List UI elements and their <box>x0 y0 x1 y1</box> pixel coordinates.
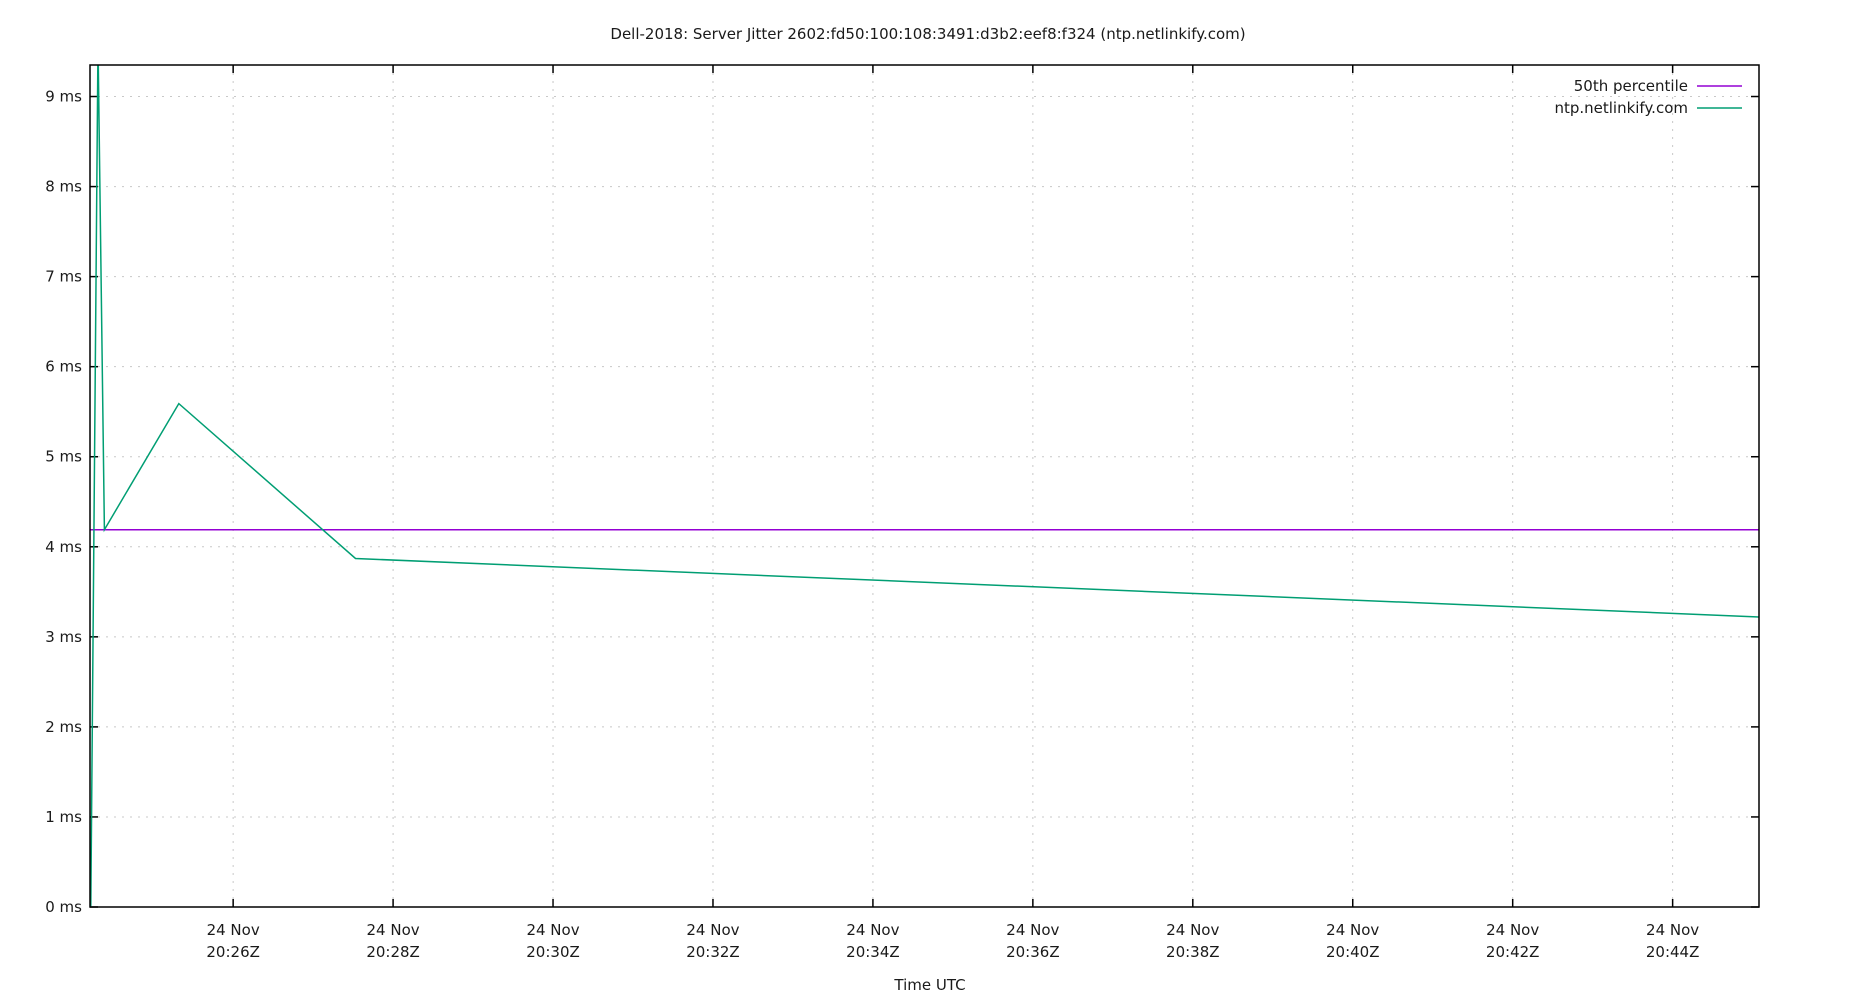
x-tick-label-date: 24 Nov <box>846 921 899 939</box>
x-axis-label: Time UTC <box>893 976 965 994</box>
y-tick-label: 1 ms <box>45 808 82 826</box>
y-tick-label: 8 ms <box>45 178 82 196</box>
x-tick-label-date: 24 Nov <box>1486 921 1539 939</box>
grid-lines <box>90 65 1759 907</box>
y-axis: 0 ms 1 ms 2 ms 3 ms 4 ms 5 ms 6 ms 7 ms 8 ms 9 ms <box>45 88 1759 916</box>
x-tick-label-date: 24 Nov <box>526 921 579 939</box>
x-tick-label-date: 24 Nov <box>1166 921 1219 939</box>
y-tick-label: 5 ms <box>45 448 82 466</box>
y-tick-label: 6 ms <box>45 358 82 376</box>
y-tick-label: 7 ms <box>45 268 82 286</box>
y-tick-label: 3 ms <box>45 628 82 646</box>
plot-series <box>90 65 1759 907</box>
x-tick-label-date: 24 Nov <box>686 921 739 939</box>
x-tick-label-time: 20:32Z <box>686 943 740 961</box>
x-tick-label-time: 20:40Z <box>1326 943 1380 961</box>
x-tick-label-date: 24 Nov <box>1646 921 1699 939</box>
x-tick-label-time: 20:44Z <box>1646 943 1700 961</box>
y-tick-label: 4 ms <box>45 538 82 556</box>
x-tick-label-date: 24 Nov <box>367 921 420 939</box>
x-tick-label-time: 20:38Z <box>1166 943 1220 961</box>
y-tick-label: 2 ms <box>45 718 82 736</box>
legend: 50th percentile ntp.netlinkify.com <box>1554 77 1742 117</box>
x-tick-label-time: 20:34Z <box>846 943 900 961</box>
x-tick-label-time: 20:26Z <box>206 943 260 961</box>
x-tick-label-date: 24 Nov <box>207 921 260 939</box>
x-tick-label-time: 20:28Z <box>366 943 420 961</box>
legend-label: 50th percentile <box>1574 77 1688 95</box>
chart-title: Dell-2018: Server Jitter 2602:fd50:100:1… <box>610 25 1245 43</box>
x-tick-label-time: 20:36Z <box>1006 943 1060 961</box>
y-tick-label: 0 ms <box>45 898 82 916</box>
x-tick-label-time: 20:42Z <box>1486 943 1540 961</box>
x-tick-label-date: 24 Nov <box>1326 921 1379 939</box>
plot-border <box>89 64 1760 908</box>
y-tick-label: 9 ms <box>45 88 82 106</box>
x-axis: 24 Nov 20:26Z 24 Nov 20:28Z 24 Nov 20:30Z 24 N… <box>206 65 1699 961</box>
series-line-1 <box>90 65 1759 907</box>
legend-label: ntp.netlinkify.com <box>1554 99 1688 117</box>
x-tick-label-date: 24 Nov <box>1006 921 1059 939</box>
x-tick-label-time: 20:30Z <box>526 943 580 961</box>
